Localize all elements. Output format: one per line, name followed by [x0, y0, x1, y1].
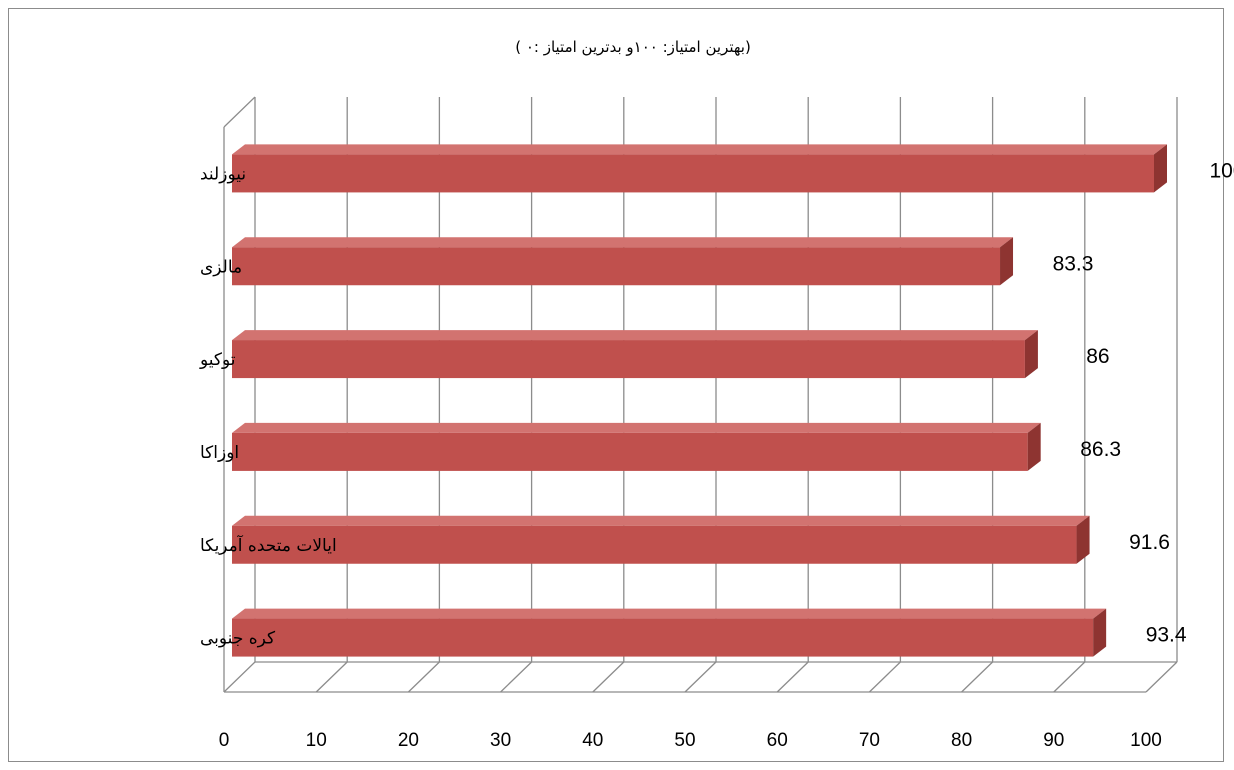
category-label: توکیو — [199, 350, 236, 370]
x-tick-label: 0 — [219, 730, 230, 751]
bar — [232, 247, 1001, 286]
side-wall-top-edge — [223, 96, 256, 128]
x-tick-label: 30 — [490, 730, 511, 751]
floor-gridline — [1145, 661, 1178, 693]
floor-gridline — [684, 661, 717, 693]
data-label: 86.3 — [1080, 438, 1121, 461]
bar-side-face — [1093, 608, 1107, 657]
x-tick-label: 20 — [398, 730, 419, 751]
x-tick-label: 40 — [582, 730, 603, 751]
x-tick-label: 10 — [306, 730, 327, 751]
category-label: مالزی — [200, 257, 242, 277]
bar-top-face — [232, 422, 1041, 433]
chart-title: (بهترین امتیاز: ۱۰۰و بدترین امتیاز :۰ ) — [515, 38, 751, 56]
bar — [232, 525, 1077, 564]
data-label: 100 — [1209, 159, 1234, 182]
floor-gridline — [961, 661, 994, 693]
bar-top-face — [232, 608, 1107, 619]
floor-gridline — [776, 661, 809, 693]
category-label: کره جنوبی — [200, 629, 276, 649]
x-tick-label: 80 — [951, 730, 972, 751]
bar — [232, 432, 1028, 471]
data-label: 91.6 — [1129, 531, 1170, 554]
bar — [232, 618, 1094, 657]
bar-top-face — [232, 330, 1038, 341]
bar-side-face — [1027, 422, 1041, 471]
data-label: 93.4 — [1146, 624, 1187, 647]
x-tick-label: 60 — [767, 730, 788, 751]
category-label: نیوزلند — [200, 164, 246, 184]
bar — [232, 154, 1154, 193]
bar-side-face — [1000, 237, 1014, 286]
x-tick-label: 50 — [674, 730, 695, 751]
category-label: ایالات متحده آمریکا — [200, 534, 337, 556]
floor-gridline — [315, 661, 348, 693]
bar-layer — [232, 144, 1167, 657]
x-tick-label: 90 — [1043, 730, 1064, 751]
bar-top-face — [232, 515, 1090, 526]
data-label: 86 — [1086, 345, 1109, 368]
x-tick-label: 70 — [859, 730, 880, 751]
bar-side-face — [1024, 330, 1038, 379]
floor-gridline — [223, 661, 256, 693]
bar-top-face — [232, 144, 1167, 155]
data-label: 83.3 — [1053, 252, 1094, 275]
x-tick-label: 100 — [1130, 730, 1162, 751]
floor-gridline — [407, 661, 440, 693]
bar-side-face — [1154, 144, 1167, 193]
bar-top-face — [232, 237, 1014, 248]
floor-gridline — [500, 661, 533, 693]
floor-gridline — [1053, 661, 1086, 693]
bar-side-face — [1076, 515, 1090, 564]
floor-gridline — [868, 661, 901, 693]
category-label: اوزاکا — [200, 443, 239, 463]
bar — [232, 340, 1025, 379]
label-layer: (بهترین امتیاز: ۱۰۰و بدترین امتیاز :۰ ) … — [199, 38, 1234, 751]
floor-gridline — [592, 661, 625, 693]
